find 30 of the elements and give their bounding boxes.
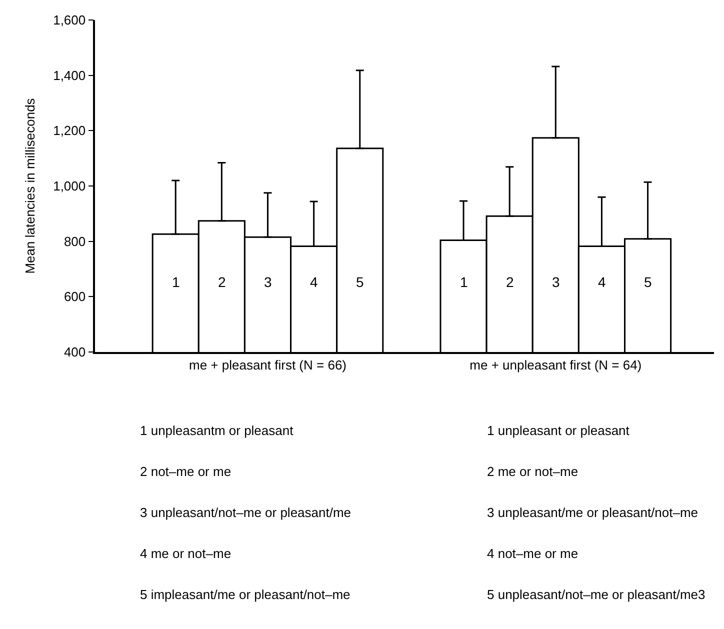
text: 3 unpleasant/not–me or pleasant/me [140, 505, 352, 520]
text: 5 [356, 274, 364, 290]
text: 1 unpleasant or pleasant [487, 423, 630, 438]
text: 4 not–me or me [487, 546, 578, 561]
y-tick-label: 1,000 [53, 178, 86, 194]
text: 4 [310, 274, 318, 290]
text: 3 [264, 274, 272, 290]
x-tick-label: me + unpleasant first (N = 64) [470, 357, 642, 372]
y-tick-label: 1,400 [53, 68, 86, 83]
y-tick-label: 400 [64, 344, 86, 360]
text: 4 me or not–me [140, 546, 232, 561]
text: 1 unpleasantm or pleasant [140, 423, 294, 438]
y-tick-label: 1,200 [53, 123, 86, 138]
text: 1 [172, 274, 180, 290]
x-tick-label: me + pleasant first (N = 66) [188, 357, 346, 372]
text: 3 unpleasant/me or pleasant/not–me [487, 505, 698, 520]
text: 2 not–me or me [140, 464, 232, 479]
text: 5 unpleasant/not–me or pleasant/me3 [487, 587, 706, 602]
series-label: 2 [506, 274, 514, 290]
text: 2 [218, 274, 226, 290]
y-tick-label: 800 [64, 234, 86, 249]
series-label: 3 [552, 274, 560, 290]
text: 2 me or not–me [487, 464, 578, 479]
y-axis-title: Mean latencies in milliseconds [22, 98, 38, 274]
text: 5 impleasant/me or pleasant/not–me [140, 587, 350, 602]
y-tick-label: 1,600 [53, 12, 86, 28]
series-label: 5 [644, 274, 652, 290]
series-label: 4 [598, 274, 606, 290]
y-tick-label: 600 [64, 289, 86, 304]
series-label: 1 [460, 274, 468, 290]
